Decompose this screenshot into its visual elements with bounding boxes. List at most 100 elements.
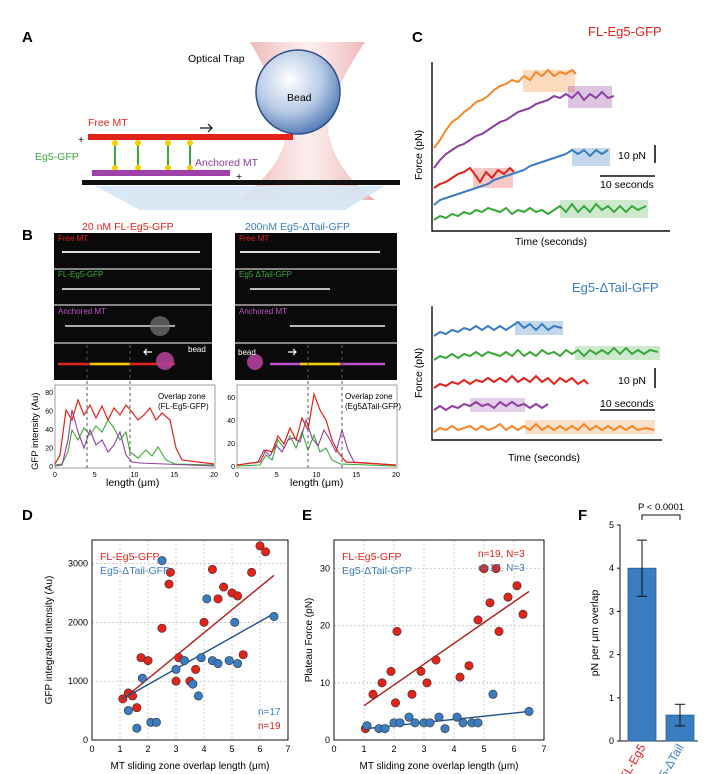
x-tick-label: 7 <box>541 744 546 754</box>
data-point <box>247 567 257 577</box>
data-point <box>377 678 387 688</box>
data-point <box>132 723 142 733</box>
profile-xtick: 20 <box>392 472 400 479</box>
data-point <box>269 611 279 621</box>
data-point <box>473 718 483 728</box>
n-label: n=17, N=3 <box>478 563 525 574</box>
panel-d: D 0 1 2 3 4 5 6 7 0 1000 2000 3000 MT sliding zone o… <box>22 507 291 772</box>
data-point <box>164 579 174 589</box>
y-axis-label: GFP integrated intensity (Au) <box>44 576 55 705</box>
chart-e: 0 1 2 3 4 5 6 7 0 10 20 30 MT sliding zone overlap l… <box>304 539 547 772</box>
legend-entry: Eg5-ΔTail-GFP <box>100 565 170 577</box>
data-point <box>157 556 167 566</box>
profile-xtick: 0 <box>53 472 57 479</box>
y-tick-label: 20 <box>320 621 330 631</box>
x-tick-label: 6 <box>511 744 516 754</box>
x-tick-label: 7 <box>285 744 290 754</box>
y-axis-label: Plateau Force (pN) <box>304 598 315 682</box>
panel-c: C FL-Eg5-GFP Eg5-ΔTail-GFP Force (pN) Ti… <box>412 24 670 464</box>
chart-f: 0 1 2 3 4 5 FL-Eg5 Eg5-ΔTail P < 0.0001 pN per μm… <box>589 502 698 774</box>
data-point <box>479 564 489 574</box>
data-point <box>416 666 426 676</box>
profile-ytick: 0 <box>231 464 235 471</box>
y-tick-label: 4 <box>609 563 614 573</box>
panel-letter-f: F <box>578 507 587 524</box>
x-tick-label: 4 <box>451 744 456 754</box>
data-point <box>488 689 498 699</box>
data-point <box>143 656 153 666</box>
panel-c-title-top: FL-Eg5-GFP <box>588 24 662 39</box>
data-point <box>440 724 450 734</box>
left-row-anchored-mt: Anchored MT <box>58 307 106 316</box>
panel-c-bottom-ylabel: Force (pN) <box>413 348 425 398</box>
trace-purple-top <box>433 90 615 169</box>
right-bead-label: bead <box>238 348 256 357</box>
data-point <box>380 724 390 734</box>
fit-line <box>363 590 530 707</box>
profile-left: Overlap zone (FL-Eg5-GFP) 0 20 40 60 80 0 5 10… <box>45 345 218 479</box>
significance-label: P < 0.0001 <box>638 502 684 513</box>
x-tick-label: 3 <box>421 744 426 754</box>
data-point <box>255 541 265 551</box>
profile-ytick: 20 <box>45 446 53 453</box>
data-point <box>485 598 495 608</box>
plus-end-free: + <box>78 134 84 146</box>
profile-ytick: 40 <box>45 427 53 434</box>
profile-ytick: 0 <box>49 464 53 471</box>
y-tick-label: 2 <box>609 650 614 660</box>
right-row-free-mt: Free MT <box>239 234 269 243</box>
bead-label: Bead <box>287 92 312 104</box>
eg5-motors <box>112 140 193 171</box>
panel-c-bottom-xlabel: Time (seconds) <box>508 452 580 464</box>
left-row-free-mt: Free MT <box>58 234 88 243</box>
data-point <box>410 718 420 728</box>
profile-right: Overlap zone (Eg5ΔTail-GFP) 0 20 40 60 0 5 10… <box>227 345 401 479</box>
data-point <box>193 691 203 701</box>
profile-xtick: 5 <box>93 472 97 479</box>
data-point <box>368 689 378 699</box>
panel-c-top-axes <box>431 62 670 232</box>
profile-ytick: 80 <box>45 390 53 397</box>
plot-frame <box>91 539 289 741</box>
panel-b-left-title: 20 nM FL-Eg5-GFP <box>82 221 174 233</box>
profile-right-xlabel: length (μm) <box>290 477 343 489</box>
x-tick-label: 6 <box>257 744 262 754</box>
scale-force-bottom: 10 pN <box>618 375 646 387</box>
left-overlap-line1: Overlap zone <box>158 392 206 401</box>
profile-xtick: 0 <box>235 472 239 479</box>
left-overlap-line2: (FL-Eg5-GFP) <box>158 402 209 411</box>
significance-bracket <box>641 514 681 520</box>
right-row-anchored-mt: Anchored MT <box>239 307 287 316</box>
data-point <box>238 650 248 660</box>
profile-xtick: 15 <box>170 472 178 479</box>
data-point <box>491 564 501 574</box>
data-point <box>224 656 234 666</box>
eg5-gfp-label: Eg5-GFP <box>35 151 79 163</box>
data-point <box>165 567 175 577</box>
profile-ytick: 60 <box>45 409 53 416</box>
data-point <box>494 626 504 636</box>
n-label: n=19, N=3 <box>478 549 525 560</box>
chart-d: 0 1 2 3 4 5 6 7 0 1000 2000 3000 MT sliding zone ove… <box>44 539 291 772</box>
x-tick-label: 0 <box>89 744 94 754</box>
x-tick-label: 5 <box>229 744 234 754</box>
optical-trap-label: Optical Trap <box>188 53 245 65</box>
trace-red-bottom <box>433 374 589 389</box>
y-tick-label: 3 <box>609 606 614 616</box>
x-tick-label: 2 <box>391 744 396 754</box>
data-point <box>213 659 223 669</box>
x-axis-label: MT sliding zone overlap length (μm) <box>360 761 519 772</box>
y-tick-label: 30 <box>320 564 330 574</box>
profile-xtick: 5 <box>275 472 279 479</box>
legend-entry: FL-Eg5-GFP <box>342 551 402 563</box>
data-point <box>132 703 142 713</box>
data-point <box>422 678 432 688</box>
profile-xtick: 10 <box>313 472 321 479</box>
panel-letter-c: C <box>412 29 423 46</box>
panel-b-right-title: 200nM Eg5-ΔTail-GFP <box>245 221 350 233</box>
y-tick-label: 3000 <box>68 559 88 569</box>
x-tick-label: 5 <box>481 744 486 754</box>
bead <box>255 49 341 135</box>
left-row-eg5: FL-Eg5-GFP <box>58 270 103 279</box>
trace-orange-top <box>433 68 577 149</box>
